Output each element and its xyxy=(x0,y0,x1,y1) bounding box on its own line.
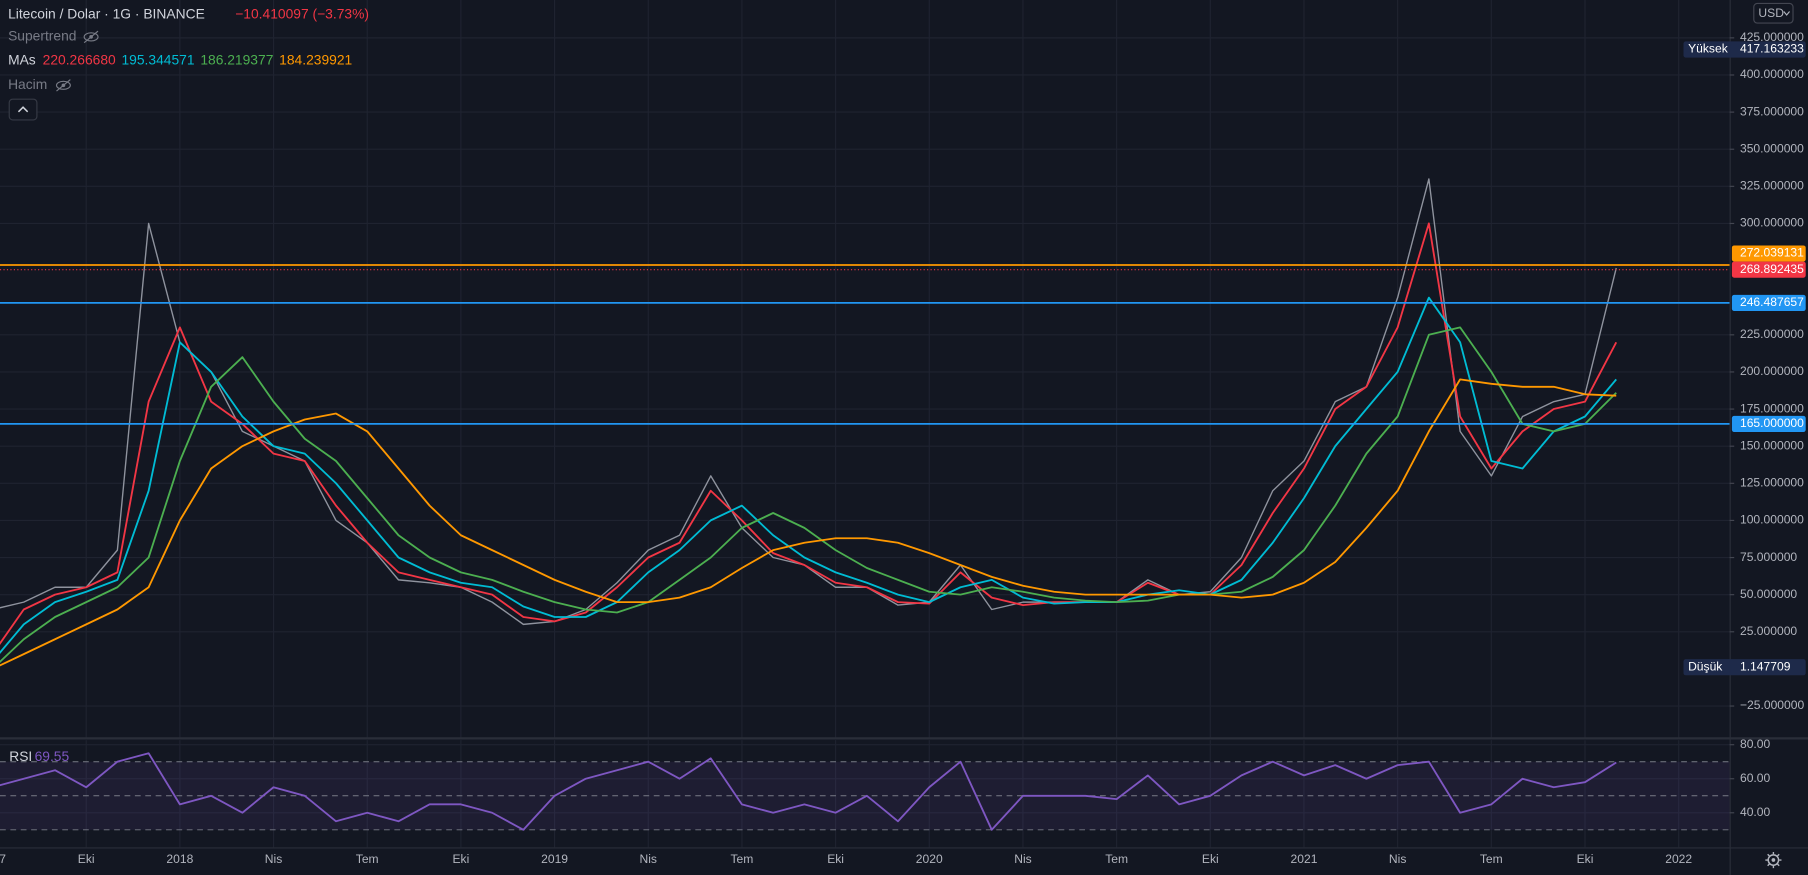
price-change: −10.410097 (−3.73%) xyxy=(235,6,369,22)
price-badge-label: 272.039131 xyxy=(1740,246,1804,260)
y-tick-label: 75.000000 xyxy=(1740,550,1797,564)
y-tick-label: 200.000000 xyxy=(1740,364,1804,378)
x-tick-label: Nis xyxy=(265,852,282,866)
y-tick-label: 325.000000 xyxy=(1740,179,1804,193)
x-tick-label: 2018 xyxy=(166,852,193,866)
series-line xyxy=(0,378,1617,667)
y-tick-label: 350.000000 xyxy=(1740,141,1804,155)
x-tick-label: Nis xyxy=(1389,852,1406,866)
indicator-name[interactable]: Supertrend xyxy=(8,28,76,44)
axes: 2017 Eki 2018 Nis Tem Eki 2019 Nis Tem Eki 2020 Nis… xyxy=(0,30,1806,866)
x-tick-label: Nis xyxy=(640,852,657,866)
y-tick-label: 225.000000 xyxy=(1740,327,1804,341)
indicator-value: 220.266680 xyxy=(43,52,116,68)
y-tick-label: 375.000000 xyxy=(1740,104,1804,118)
y-tick-label: 40.00 xyxy=(1740,805,1771,819)
x-tick-label: Tem xyxy=(1105,852,1128,866)
currency-label[interactable]: USD xyxy=(1758,6,1784,20)
indicator-value: 195.344571 xyxy=(121,52,194,68)
currency-button[interactable]: USD xyxy=(1753,2,1794,24)
price-badge xyxy=(1731,294,1806,311)
price-badge-label: 246.487657 xyxy=(1740,295,1804,309)
y-tick-label: 150.000000 xyxy=(1740,438,1804,452)
low-value: 1.147709 xyxy=(1740,659,1791,673)
indicator-value: 186.219377 xyxy=(200,52,273,68)
x-tick-label: 2021 xyxy=(1291,852,1318,866)
price-badge-label: 165.000000 xyxy=(1740,416,1804,430)
y-tick-label: 425.000000 xyxy=(1740,30,1804,44)
settings-button[interactable] xyxy=(1765,851,1782,869)
series-line xyxy=(0,752,1617,831)
y-tick-label: 300.000000 xyxy=(1740,216,1804,230)
x-tick-label: 2017 xyxy=(0,852,6,866)
x-tick-label: Eki xyxy=(1202,852,1219,866)
price-badge xyxy=(1731,415,1806,432)
x-tick-label: Eki xyxy=(452,852,469,866)
y-tick-label: 60.00 xyxy=(1740,771,1771,785)
y-tick-label: 400.000000 xyxy=(1740,67,1804,81)
y-tick-label: −25.000000 xyxy=(1740,698,1805,712)
x-tick-label: 2020 xyxy=(916,852,943,866)
y-tick-label: 50.000000 xyxy=(1740,587,1797,601)
y-tick-label: 125.000000 xyxy=(1740,476,1804,490)
x-tick-label: Eki xyxy=(827,852,844,866)
x-tick-label: Tem xyxy=(730,852,753,866)
rsi-value: 69.55 xyxy=(35,748,70,764)
collapse-button[interactable] xyxy=(8,98,38,121)
indicator-name[interactable]: MAs xyxy=(8,52,36,68)
x-tick-label: 2019 xyxy=(541,852,568,866)
low-label: Düşük xyxy=(1688,659,1723,673)
grid xyxy=(0,0,1730,848)
x-tick-label: 2022 xyxy=(1665,852,1692,866)
y-tick-label: 175.000000 xyxy=(1740,401,1804,415)
indicator-name[interactable]: Hacim xyxy=(8,76,47,92)
series-line xyxy=(0,222,1618,646)
indicator-value: 184.239921 xyxy=(279,52,352,68)
high-badge xyxy=(1683,41,1806,58)
x-tick-label: Tem xyxy=(356,852,379,866)
price-badge-label: 268.892435 xyxy=(1740,262,1804,276)
symbol-title: Litecoin / Dolar · 1G · BINANCE xyxy=(8,6,205,22)
hide-icon[interactable] xyxy=(55,79,71,92)
y-tick-label: 25.000000 xyxy=(1740,624,1797,638)
plot xyxy=(0,178,1730,831)
x-tick-label: Tem xyxy=(1480,852,1503,866)
hide-icon[interactable] xyxy=(83,30,99,44)
price-badge xyxy=(1731,245,1806,262)
x-tick-label: Nis xyxy=(1014,852,1031,866)
series-line xyxy=(0,326,1617,664)
high-label: Yüksek xyxy=(1688,42,1729,56)
y-tick-label: 100.000000 xyxy=(1740,513,1804,527)
x-tick-label: Eki xyxy=(1577,852,1594,866)
high-value: 417.163233 xyxy=(1740,42,1804,56)
low-badge xyxy=(1683,659,1806,676)
price-badge xyxy=(1731,261,1806,278)
y-tick-label: 80.00 xyxy=(1740,737,1771,751)
x-tick-label: Eki xyxy=(78,852,95,866)
rsi-title: RSI xyxy=(9,748,32,764)
